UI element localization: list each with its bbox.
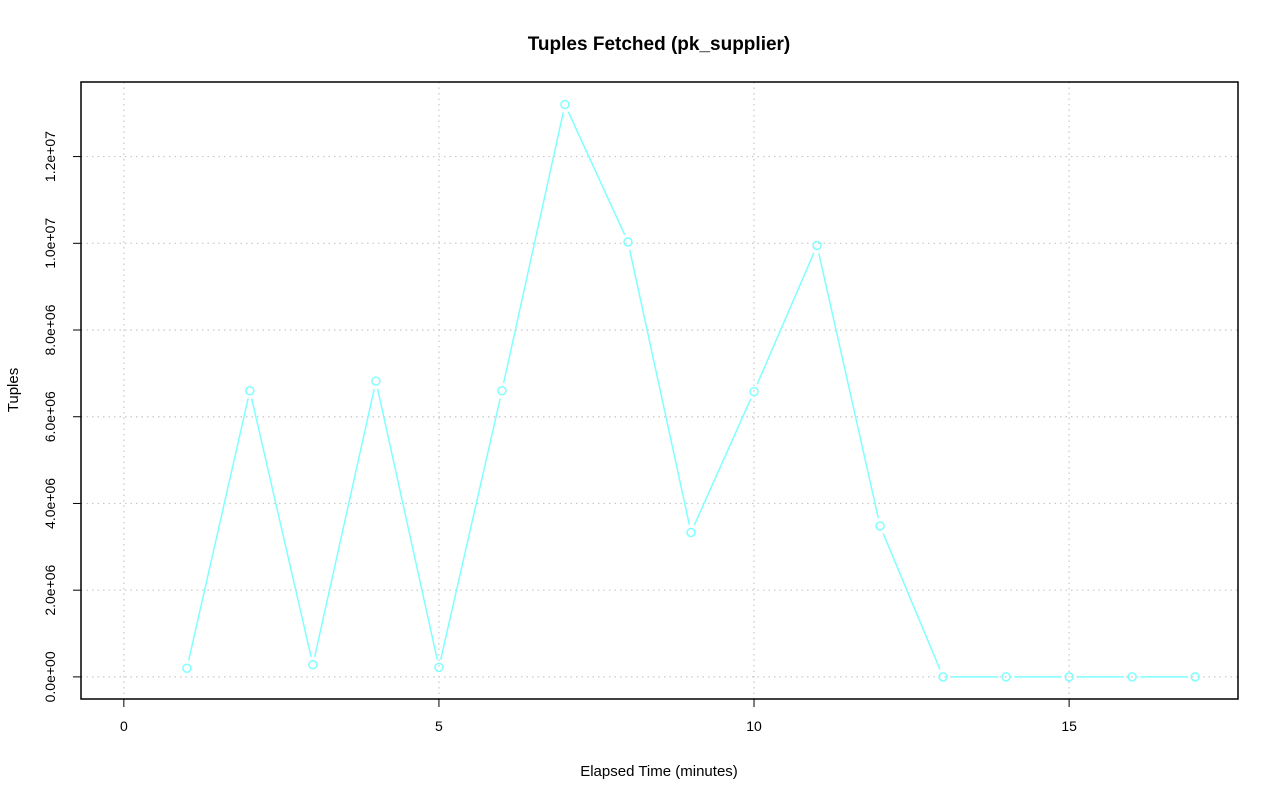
series-0-point-7	[623, 237, 633, 247]
y-axis: 0.0e+00 2.0e+06 4.0e+06 6.0e+06 8.0e+06 1.0e+…	[42, 131, 81, 702]
series-0-point-4	[434, 662, 444, 673]
chart-title: Tuples Fetched (pk_supplier)	[528, 34, 791, 55]
series-0-point-12	[938, 672, 948, 682]
series-0-point-14	[1064, 672, 1074, 682]
y-tick-label-4: 8.0e+06	[42, 304, 58, 355]
grid	[81, 82, 1238, 699]
x-tick-label-0: 0	[120, 718, 128, 734]
series-0-point-11	[875, 521, 885, 531]
series-0-segment-11	[882, 533, 941, 670]
series-0-point-16	[1190, 672, 1200, 682]
y-tick-label-1: 2.0e+06	[42, 564, 58, 615]
series-0-point-3	[371, 376, 381, 386]
series-0-point-13	[1001, 672, 1011, 682]
series-0-point-10	[812, 240, 822, 251]
series-0-segment-6	[567, 111, 626, 236]
series-0-point-1	[245, 385, 255, 396]
series-0-point-8	[686, 527, 696, 538]
series-0-segment-0	[187, 398, 249, 661]
x-axis: 0 5 10 15	[120, 699, 1077, 734]
series-0-point-6	[560, 99, 570, 110]
series-0-segment-8	[693, 398, 752, 526]
series-0-segment-10	[818, 253, 880, 519]
series-0-point-15	[1127, 672, 1137, 682]
series-0-segment-4	[439, 398, 501, 660]
plot-frame	[80, 81, 1239, 700]
x-tick-label-3: 15	[1061, 718, 1077, 734]
y-tick-label-5: 1.0e+07	[42, 218, 58, 269]
series-0-segment-1	[250, 398, 312, 658]
y-axis-label: Tuples	[5, 368, 22, 412]
series-0-segment-2	[313, 388, 375, 658]
series-0-point-5	[497, 385, 507, 396]
y-tick-label-6: 1.2e+07	[42, 131, 58, 182]
series-0-point-9	[749, 386, 759, 397]
series-0-point-0	[182, 663, 192, 673]
y-tick-label-0: 0.0e+00	[42, 651, 58, 702]
series-0-point-2	[308, 659, 318, 670]
y-tick-label-3: 6.0e+06	[42, 391, 58, 442]
series-0-segment-9	[756, 252, 815, 385]
x-tick-label-2: 10	[746, 718, 762, 734]
series-0-segment-3	[376, 388, 438, 660]
series-0-segment-7	[628, 249, 691, 525]
series-0-segment-5	[502, 112, 564, 384]
series-layer	[182, 99, 1200, 682]
x-axis-label: Elapsed Time (minutes)	[580, 763, 738, 780]
x-tick-label-1: 5	[435, 718, 443, 734]
y-tick-label-2: 4.0e+06	[42, 478, 58, 529]
